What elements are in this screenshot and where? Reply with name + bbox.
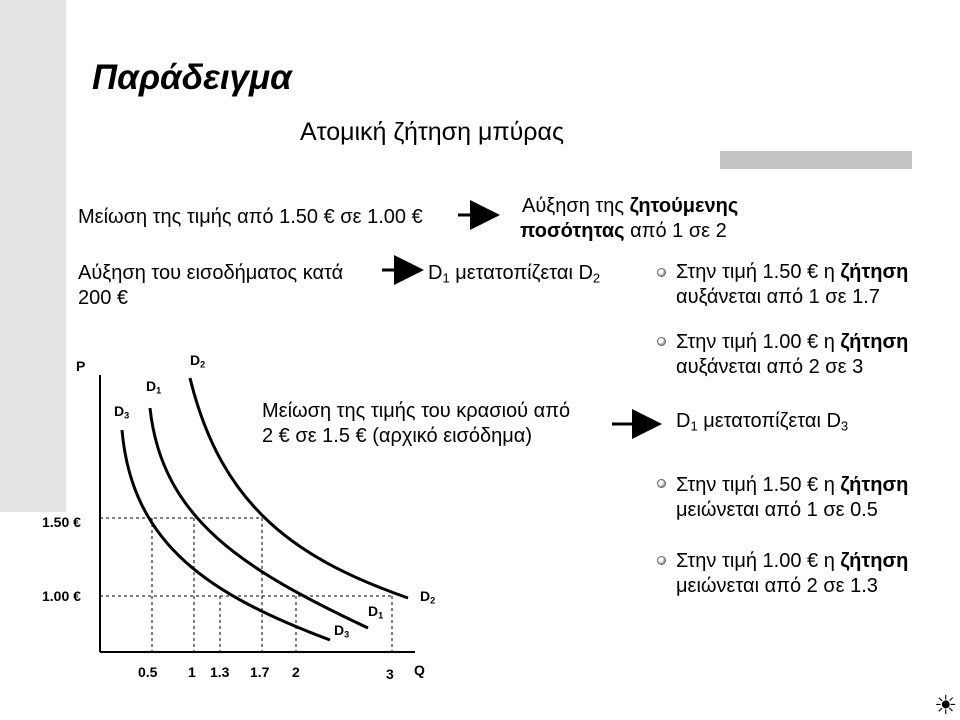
demand-curve-d1 <box>148 407 369 630</box>
right-decor-bar <box>720 151 912 169</box>
x-tick-2: 2 <box>292 664 300 680</box>
y-axis-label: P <box>76 358 86 374</box>
bullet-4-line2: μειώνεται από 2 σε 1.3 <box>676 575 878 597</box>
dashed-guides <box>100 517 393 652</box>
price-drop-text: Μείωση της τιμής από 1.50 € σε 1.00 € <box>78 206 423 228</box>
income-increase-line1: Αύξηση του εισοδήματος κατά <box>78 262 344 284</box>
bullet-1-line2: αυξάνεται από 1 σε 1.7 <box>676 286 880 308</box>
subtitle: Ατομική ζήτηση μπύρας <box>300 118 564 146</box>
bullet-2-marker <box>657 337 666 346</box>
curve-label-d2-top: D2 <box>190 352 206 370</box>
bullet-3-marker <box>657 479 666 488</box>
y-tick-100: 1.00 € <box>42 588 81 604</box>
curve-label-d3-top: D3 <box>114 403 130 421</box>
bullet-4-line1: Στην τιμή 1.00 € η ζήτηση <box>676 550 909 572</box>
bullet-1-marker <box>657 268 666 277</box>
curve-label-d1-bottom: D1 <box>368 603 384 621</box>
wine-drop-line2: 2 € σε 1.5 € (αρχικό εισόδημα) <box>262 425 533 447</box>
curve-label-d3-bottom: D3 <box>334 622 350 640</box>
shift-d2-text: D1 μετατοπίζεται D2 <box>428 262 601 286</box>
curve-label-d1-top: D1 <box>146 378 162 396</box>
x-tick-1: 1 <box>188 664 196 680</box>
bullet-3-line1: Στην τιμή 1.50 € η ζήτηση <box>676 474 909 496</box>
bullet-1-line1: Στην τιμή 1.50 € η ζήτηση <box>676 261 909 283</box>
qty-increase-line2: ποσότητας από 1 σε 2 <box>520 220 727 242</box>
sun-icon[interactable]: ☀ <box>934 690 958 720</box>
x-tick-3: 3 <box>386 666 394 682</box>
demand-curve-d2 <box>188 377 409 600</box>
bullet-2-line1: Στην τιμή 1.00 € η ζήτηση <box>676 331 909 353</box>
demand-curve-d3 <box>120 429 331 642</box>
wine-drop-line1: Μείωση της τιμής του κρασιού από <box>262 400 571 422</box>
income-increase-line2: 200 € <box>78 287 129 309</box>
bullet-3-line2: μειώνεται από 1 σε 0.5 <box>676 499 878 521</box>
x-tick-1.7: 1.7 <box>250 664 270 680</box>
x-tick-0.5: 0.5 <box>138 664 158 680</box>
bullet-4-marker <box>657 556 666 565</box>
curve-label-d2-bottom: D2 <box>420 588 436 606</box>
bullet-2-line2: αυξάνεται από 2 σε 3 <box>676 356 864 378</box>
page-title: Παράδειγμα <box>92 58 292 97</box>
qty-increase-line1: Αύξηση της ζητούμενης <box>522 195 739 217</box>
y-tick-150: 1.50 € <box>42 514 81 530</box>
shift-d3-text: D1 μετατοπίζεται D3 <box>676 410 849 434</box>
x-tick-1.3: 1.3 <box>210 664 230 680</box>
x-axis-label: Q <box>414 662 425 678</box>
left-decor-bar <box>0 0 66 512</box>
